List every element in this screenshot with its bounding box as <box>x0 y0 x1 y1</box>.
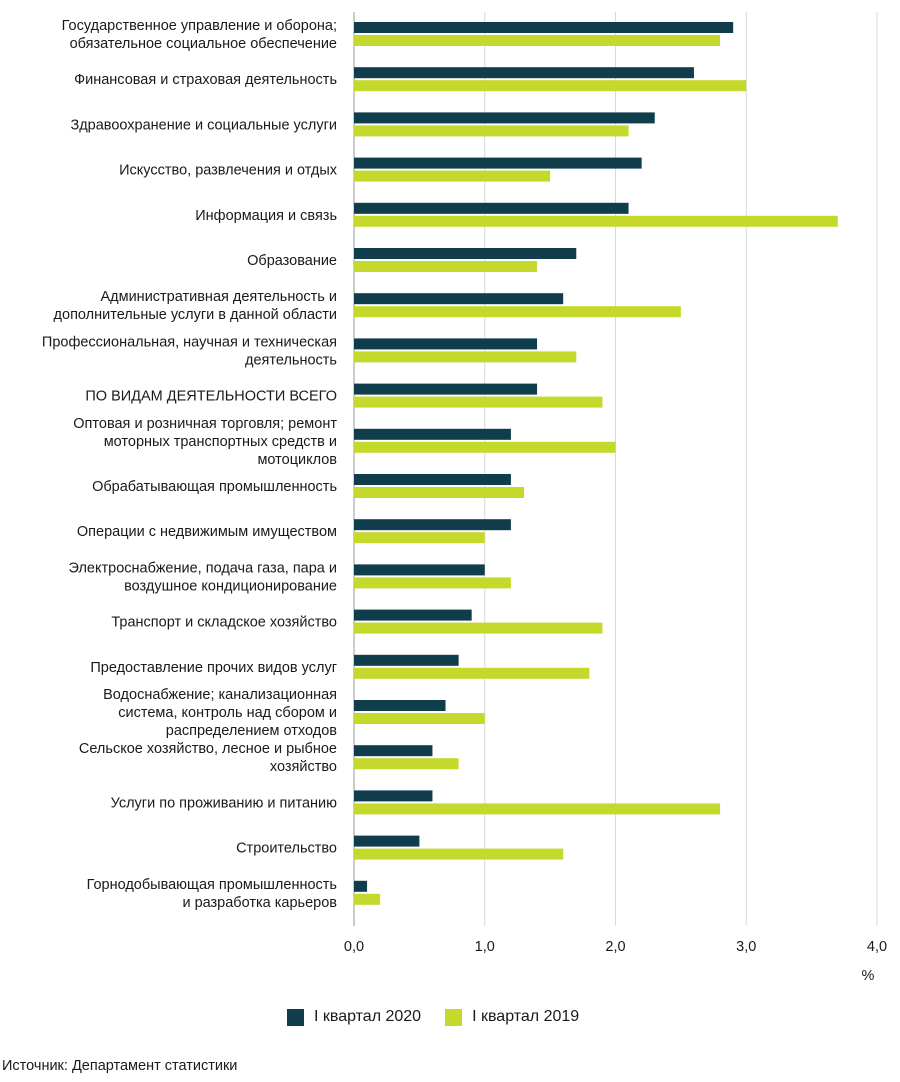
bar-2020 <box>354 112 655 124</box>
category-label: Профессиональная, научная и техническая д… <box>42 334 337 368</box>
bar-2019 <box>354 848 564 860</box>
bar-2020 <box>354 67 694 79</box>
bar-2019 <box>354 125 629 137</box>
bar-2020 <box>354 202 629 214</box>
bar-2020 <box>354 745 433 757</box>
category-label: Искусство, развлечения и отдых <box>119 163 338 179</box>
bar-2019 <box>354 351 577 363</box>
category-label: Административная деятельность и дополните… <box>54 289 337 323</box>
category-label: ПО ВИДАМ ДЕЯТЕЛЬНОСТИ ВСЕГО <box>85 389 337 405</box>
bar-2020 <box>354 790 433 802</box>
x-unit-label: % <box>862 968 875 984</box>
x-tick-label: 0,0 <box>344 939 364 955</box>
x-tick-label: 4,0 <box>867 939 887 955</box>
bar-2020 <box>354 835 420 847</box>
legend-item-2020: I квартал 2020 <box>287 1008 421 1026</box>
bar-2020 <box>354 383 538 395</box>
category-label: Здравоохранение и социальные услуги <box>70 117 337 133</box>
category-label: Государственное управление и оборона; обя… <box>62 18 337 52</box>
bar-2019 <box>354 306 681 318</box>
x-tick-label: 1,0 <box>475 939 495 955</box>
bar-2020 <box>354 700 446 711</box>
bar-2019 <box>354 577 511 589</box>
bar-2019 <box>354 80 747 92</box>
bar-2019 <box>354 713 485 724</box>
legend-label-2020: I квартал 2020 <box>314 1008 422 1025</box>
x-axis: 0,0 1,0 2,0 3,0 4,0% <box>344 939 887 984</box>
bar-2019 <box>354 803 721 815</box>
category-label: Финансовая и страховая деятельность <box>74 72 337 88</box>
category-label: Обрабатывающая промышленность <box>92 479 337 495</box>
bar-2019 <box>354 170 551 182</box>
legend: I квартал 2020 I квартал 2019 <box>287 1008 603 1026</box>
category-label: Водоснабжение; канализационная система, к… <box>103 687 337 739</box>
bar-2020 <box>354 338 538 350</box>
bar-2019 <box>354 35 721 46</box>
category-label: Образование <box>247 253 337 269</box>
legend-item-2019: I квартал 2019 <box>445 1008 579 1026</box>
bar-2019 <box>354 622 603 634</box>
bar-2019 <box>354 487 524 498</box>
bar-chart: Государственное управление и оборона; обя… <box>42 12 887 984</box>
category-label: Транспорт и складское хозяйство <box>111 615 337 631</box>
bar-2020 <box>354 564 485 576</box>
legend-swatch-2019 <box>445 1008 463 1026</box>
x-tick-label: 2,0 <box>605 939 625 955</box>
bar-2019 <box>354 893 381 905</box>
bar-2019 <box>354 215 838 227</box>
grid <box>353 12 878 926</box>
bar-2020 <box>354 22 734 33</box>
bar-2020 <box>354 428 511 440</box>
bar-2020 <box>354 519 511 531</box>
bar-2019 <box>354 441 616 453</box>
bar-2019 <box>354 758 459 770</box>
legend-label-2019: I квартал 2019 <box>472 1008 580 1025</box>
bar-2020 <box>354 654 459 666</box>
category-label: Информация и связь <box>195 208 337 224</box>
bar-2020 <box>354 880 368 892</box>
bar-2019 <box>354 667 590 679</box>
x-tick-label: 3,0 <box>736 939 756 955</box>
bar-2020 <box>354 474 511 485</box>
bar-2019 <box>354 261 538 272</box>
category-label: Операции с недвижимым имуществом <box>77 524 337 540</box>
category-label: Сельское хозяйство, лесное и рыбное хозяй… <box>79 741 337 775</box>
bar-2019 <box>354 532 485 544</box>
category-labels: Государственное управление и оборона; обя… <box>42 18 338 911</box>
category-label: Оптовая и розничная торговля; ремонт мото… <box>73 416 337 468</box>
bar-2020 <box>354 248 577 259</box>
bar-2020 <box>354 293 564 305</box>
bars <box>354 22 838 905</box>
bar-2020 <box>354 157 642 169</box>
bar-2020 <box>354 609 472 621</box>
category-label: Услуги по проживанию и питанию <box>111 795 338 811</box>
legend-swatch-2020 <box>287 1008 304 1026</box>
category-label: Горнодобывающая промышленность и разработ… <box>87 877 338 911</box>
source-note: Источник: Департамент статистики <box>2 1058 238 1074</box>
bar-2019 <box>354 396 603 408</box>
category-label: Строительство <box>236 841 337 857</box>
category-label: Предоставление прочих видов услуг <box>90 660 337 676</box>
category-label: Электроснабжение, подача газа, пара и воз… <box>69 560 337 594</box>
